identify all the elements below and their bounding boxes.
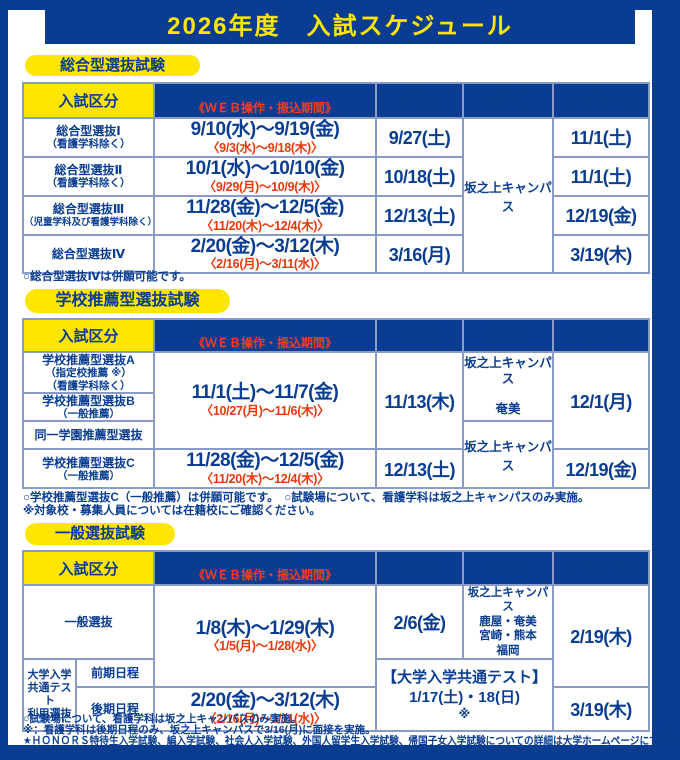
exam-date: 10/18(土) <box>375 155 464 197</box>
section-badge-suisen: 学校推薦型選抜試験 <box>25 289 230 313</box>
application-period: 2/20(金)～3/12(木) 〈2/16(月)～3/11(水)〉 <box>153 685 378 732</box>
col-header-period: 出願書類送付期間 （必着） 《ＷＥＢ操作・振込期間》 <box>153 82 377 119</box>
footer-note-line: ※：看護学科は後期日程のみ、坂之上キャンパスで3/16(月)に面接を実施。 <box>23 724 376 736</box>
result-date: 2/19(木) <box>552 584 651 688</box>
row-category: 学校推薦型選抜B （一般推薦） <box>22 391 155 423</box>
col-header-category: 入試区分 <box>22 82 155 119</box>
row-category: 総合型選抜Ⅱ （看護学科除く） <box>22 155 155 197</box>
row-category: 後期日程 <box>74 685 156 732</box>
exam-venue: 坂之上キャンパス 鹿屋・奄美 宮崎・熊本 福岡 <box>462 584 555 660</box>
ippan-selection-table: 入試区分 出願書類送付期間 （必着） 《ＷＥＢ操作・振込期間》 試験日 試験場 … <box>21 550 651 732</box>
exam-venue: 坂之上キャンパス <box>462 116 554 275</box>
period-header-label: 出願書類送付期間 <box>194 553 295 568</box>
col-header-exam-date: 試験日 <box>375 550 465 586</box>
application-period: 1/8(木)～1/29(木) 〈1/5(月)～1/28(水)〉 <box>153 584 378 688</box>
col-header-venue: 試験場 <box>462 318 554 353</box>
result-date: 3/19(木) <box>552 685 651 732</box>
row-category: 学校推薦型選抜A （指定校推薦 ※） （看護学科除く） <box>22 351 155 394</box>
result-date: 11/1(土) <box>552 117 650 158</box>
row-category: 同一学園推薦型選抜 <box>22 420 155 451</box>
sogo-selection-table: 入試区分 出願書類送付期間 （必着） 《ＷＥＢ操作・振込期間》 試験日 試験場 … <box>22 82 650 275</box>
row-category: 総合型選抜Ⅳ <box>22 233 155 275</box>
exam-date: 12/13(土) <box>375 448 464 490</box>
col-header-category: 入試区分 <box>22 318 155 353</box>
col-header-exam-date: 試験日 <box>375 82 464 119</box>
exam-date: 11/13(木) <box>375 350 464 451</box>
col-header-result-date: 合格発表日 <box>552 82 650 119</box>
period-header-sub: 《ＷＥＢ操作・振込期間》 <box>192 100 337 115</box>
exam-date: 3/16(月) <box>375 233 464 275</box>
note-line: ○学校推薦型選抜C（一般推薦）は併願可能です。 ○試験場について、看護学科は坂之… <box>23 492 590 504</box>
row-category: 一般選抜 <box>21 584 156 660</box>
col-header-period: 出願書類送付期間 （必着） 《ＷＥＢ操作・振込期間》 <box>153 318 377 353</box>
suisen-selection-table: 入試区分 出願書類送付期間 （必着） 《ＷＥＢ操作・振込期間》 試験日 試験場 … <box>22 318 650 490</box>
col-header-category: 入試区分 <box>21 550 156 586</box>
application-period: 10/1(水)～10/10(金) 〈9/29(月)～10/9(木)〉 <box>153 155 377 197</box>
application-period: 11/1(土)～11/7(金) 〈10/27(月)～11/6(木)〉 <box>153 350 377 451</box>
row-category: 前期日程 <box>74 657 156 688</box>
exam-venue: 坂之上キャンパス 奄美 <box>462 350 554 423</box>
note-line: ※対象校・募集人員については在籍校にご確認ください。 <box>23 505 321 517</box>
exam-date: 9/27(土) <box>375 117 464 158</box>
period-header-label: 出願書類送付期間 <box>194 85 295 100</box>
period-header-note: （必着） <box>297 88 336 100</box>
result-date: 12/1(月) <box>552 350 650 451</box>
section-badge-sogo: 総合型選抜試験 <box>25 55 200 76</box>
result-date: 11/1(土) <box>552 155 650 197</box>
col-header-venue: 試験場 <box>462 550 555 586</box>
row-category: 総合型選抜Ⅰ （看護学科除く） <box>22 117 155 158</box>
application-period: 2/20(金)～3/12(木) 〈2/16(月)～3/11(水)〉 <box>153 233 377 275</box>
col-header-result-date: 合格発表日 <box>552 550 651 586</box>
result-date: 12/19(金) <box>552 194 650 236</box>
row-category: 学校推薦型選抜C （一般推薦） <box>22 448 155 490</box>
application-period: 9/10(水)～9/19(金) 〈9/3(水)～9/18(木)〉 <box>153 117 377 158</box>
result-date: 3/19(木) <box>552 233 650 275</box>
common-test-cell: 【大学入学共通テスト】 1/17(土)・18(日) ※ <box>375 657 555 732</box>
footer-note-line: ★ＨＯＮＯＲＳ特待生入学試験、編入学試験、社会人入学試験、外国人留学生入学試験、… <box>23 735 680 747</box>
exam-venue: 坂之上キャンパス <box>462 420 554 490</box>
row-category: 総合型選抜Ⅲ （児童学科及び看護学科除く） <box>22 194 155 236</box>
application-period: 11/28(金)～12/5(金) 〈11/20(木)～12/4(木)〉 <box>153 194 377 236</box>
col-header-exam-date: 試験日 <box>375 318 464 353</box>
footer-note-line: ○試験場について、看護学科は坂之上キャンパスのみ実施。 <box>23 713 302 725</box>
result-date: 12/19(金) <box>552 448 650 490</box>
period-header-label: 出願書類送付期間 <box>194 320 295 335</box>
period-header-sub: 《ＷＥＢ操作・振込期間》 <box>193 568 338 583</box>
col-header-venue: 試験場 <box>462 82 554 119</box>
page-title: 2026年度 入試スケジュール <box>45 10 635 44</box>
row-category-group: 大学入学 共通テスト 利用選抜 <box>22 657 77 732</box>
section-badge-ippan: 一般選抜試験 <box>25 523 175 545</box>
col-header-result-date: 合格発表日 <box>552 318 650 353</box>
col-header-period: 出願書類送付期間 （必着） 《ＷＥＢ操作・振込期間》 <box>153 550 378 586</box>
exam-date: 2/6(金) <box>375 584 465 660</box>
note-line: ○総合型選抜Ⅳは併願可能です。 <box>23 271 191 283</box>
period-header-sub: 《ＷＥＢ操作・振込期間》 <box>192 335 337 350</box>
application-period: 11/28(金)～12/5(金) 〈11/20(木)～12/4(木)〉 <box>153 448 377 490</box>
exam-date: 12/13(土) <box>375 194 464 236</box>
